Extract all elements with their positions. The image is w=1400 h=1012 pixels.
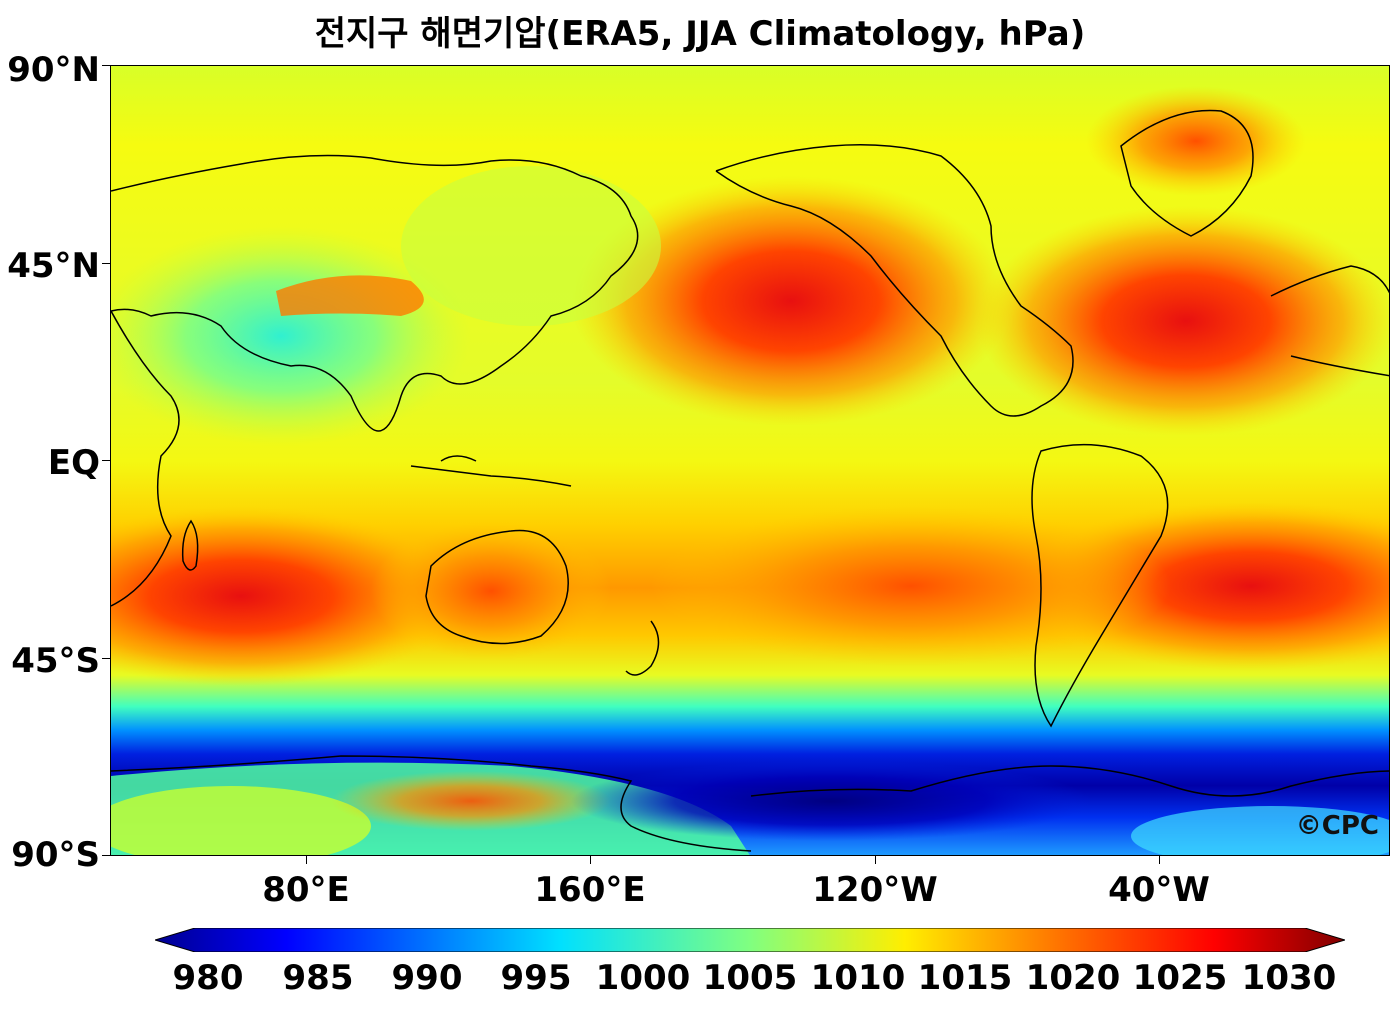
lon-tick bbox=[1159, 856, 1160, 864]
pressure-field: ©CPC bbox=[111, 66, 1389, 855]
lon-tick bbox=[875, 856, 876, 864]
lon-label-40w: 40°W bbox=[1108, 870, 1210, 910]
mascarene-high bbox=[111, 506, 471, 686]
azores-high bbox=[976, 206, 1389, 436]
lat-label-90n: 90°N bbox=[7, 50, 100, 90]
colorbar-tick-label: 1030 bbox=[1241, 958, 1337, 998]
lon-tick bbox=[306, 856, 307, 864]
lat-label-45s: 45°S bbox=[11, 641, 100, 681]
cpc-watermark: ©CPC bbox=[1296, 811, 1379, 841]
lat-tick bbox=[102, 65, 110, 66]
south-pacific-high bbox=[651, 506, 1171, 666]
lat-label-90s: 90°S bbox=[11, 835, 100, 875]
lat-tick bbox=[102, 263, 110, 264]
colorbar-tick-label: 1020 bbox=[1025, 958, 1121, 998]
pressure-map: ©CPC bbox=[110, 65, 1390, 856]
colorbar-tick-label: 1000 bbox=[595, 958, 691, 998]
colorbar-gradient bbox=[153, 927, 1347, 953]
colorbar-tick-label: 1025 bbox=[1132, 958, 1228, 998]
lat-label-45n: 45°N bbox=[7, 246, 100, 286]
lon-tick bbox=[590, 856, 591, 864]
colorbar-tick-label: 1010 bbox=[810, 958, 906, 998]
australian-high bbox=[371, 521, 611, 661]
coastlines bbox=[111, 109, 1389, 852]
lon-label-80e: 80°E bbox=[262, 870, 350, 910]
lat-label-eq: EQ bbox=[47, 443, 100, 483]
lon-label-120w: 120°W bbox=[812, 870, 938, 910]
colorbar-tick-label: 995 bbox=[500, 958, 572, 998]
colorbar-tick-label: 980 bbox=[172, 958, 244, 998]
colorbar bbox=[153, 927, 1347, 953]
lat-tick bbox=[102, 460, 110, 461]
lat-tick bbox=[102, 658, 110, 659]
lon-label-160e: 160°E bbox=[534, 870, 646, 910]
north-pacific-high bbox=[571, 176, 1011, 426]
greenland-high bbox=[1086, 86, 1306, 196]
lat-tick bbox=[102, 855, 110, 856]
figure-title: 전지구 해면기압(ERA5, JJA Climatology, hPa) bbox=[314, 14, 1086, 54]
colorbar-tick-label: 990 bbox=[391, 958, 463, 998]
colorbar-tick-label: 985 bbox=[282, 958, 354, 998]
colorbar-tick-label: 1015 bbox=[917, 958, 1013, 998]
colorbar-tick-label: 1005 bbox=[702, 958, 798, 998]
